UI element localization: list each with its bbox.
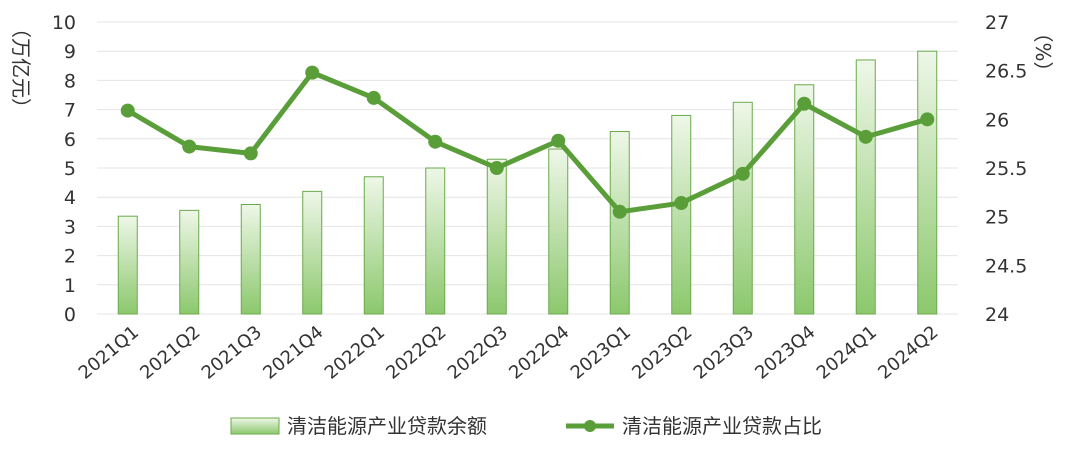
line-point [489,161,504,175]
bar [363,176,384,315]
bar-series [117,50,938,315]
x-tick-label: 2021Q3 [198,322,266,384]
bar [671,114,692,315]
line-point [797,96,812,111]
x-tick-label: 2022Q2 [382,322,450,384]
line-point [305,65,320,80]
left-tick-label: 0 [64,304,76,326]
bar [179,209,200,315]
left-tick-label: 8 [64,70,76,92]
right-axis: 24 24.5 25 25.5 26 26.5 27 [985,12,1027,326]
x-tick-label: 2023Q2 [628,322,696,384]
right-tick-label: 26 [985,109,1009,131]
line-point [612,204,627,219]
x-tick-label: 2023Q4 [751,322,819,384]
right-tick-label: 25 [985,207,1009,229]
line-point [920,112,935,127]
x-tick-label: 2022Q4 [505,322,573,384]
legend-bar-label: 清洁能源产业贷款余额 [287,414,487,438]
line-point [428,134,443,149]
line-path [126,70,928,215]
bar [609,131,630,315]
bar [732,101,753,315]
legend-line-label: 清洁能源产业贷款占比 [622,414,822,438]
line-point [674,196,689,211]
bar [117,215,138,315]
right-axis-label: （%） [1031,22,1055,81]
left-axis: 0 1 2 3 4 5 6 7 8 9 10 [52,12,76,326]
bar [917,50,938,315]
line-series [120,65,935,219]
legend: 清洁能源产业贷款余额 清洁能源产业贷款占比 [230,414,822,438]
line-point [120,103,135,118]
right-tick-label: 25.5 [985,158,1027,180]
line-point [858,129,873,144]
bar [240,204,261,315]
x-tick-label: 2024Q1 [813,322,881,384]
left-tick-label: 6 [64,129,76,151]
left-axis-label: （万亿元） [9,18,33,118]
left-tick-label: 7 [64,100,76,122]
x-tick-label: 2021Q1 [75,322,143,384]
right-tick-label: 26.5 [985,61,1027,83]
right-tick-label: 24 [985,304,1009,326]
bar [855,59,876,315]
bar [425,167,446,315]
line-point [551,133,566,148]
x-tick-label: 2023Q3 [690,322,758,384]
x-tick-label: 2021Q2 [136,322,204,384]
gridlines [97,21,958,315]
bar [794,84,815,315]
x-tick-label: 2023Q1 [567,322,635,384]
right-tick-label: 24.5 [985,255,1027,277]
legend-bar-swatch [230,417,280,435]
bar [548,148,569,315]
left-tick-label: 4 [64,187,76,209]
left-tick-label: 1 [64,275,76,297]
bar [302,190,323,315]
left-tick-label: 9 [64,41,76,63]
left-tick-label: 5 [64,158,76,180]
left-tick-label: 10 [52,12,76,34]
line-point [366,90,381,105]
x-tick-label: 2022Q3 [444,322,512,384]
x-tick-label: 2021Q4 [259,322,327,384]
left-tick-label: 3 [64,216,76,238]
legend-line-marker [584,420,596,432]
line-point [243,146,258,161]
x-tick-label: 2022Q1 [321,322,389,384]
x-tick-label: 2024Q2 [874,322,942,384]
line-point [735,166,750,181]
left-tick-label: 2 [64,246,76,268]
x-axis: 2021Q12021Q22021Q32021Q42022Q12022Q22022… [75,322,943,384]
line-point [182,139,197,154]
bar [486,158,507,315]
right-tick-label: 27 [985,12,1009,34]
